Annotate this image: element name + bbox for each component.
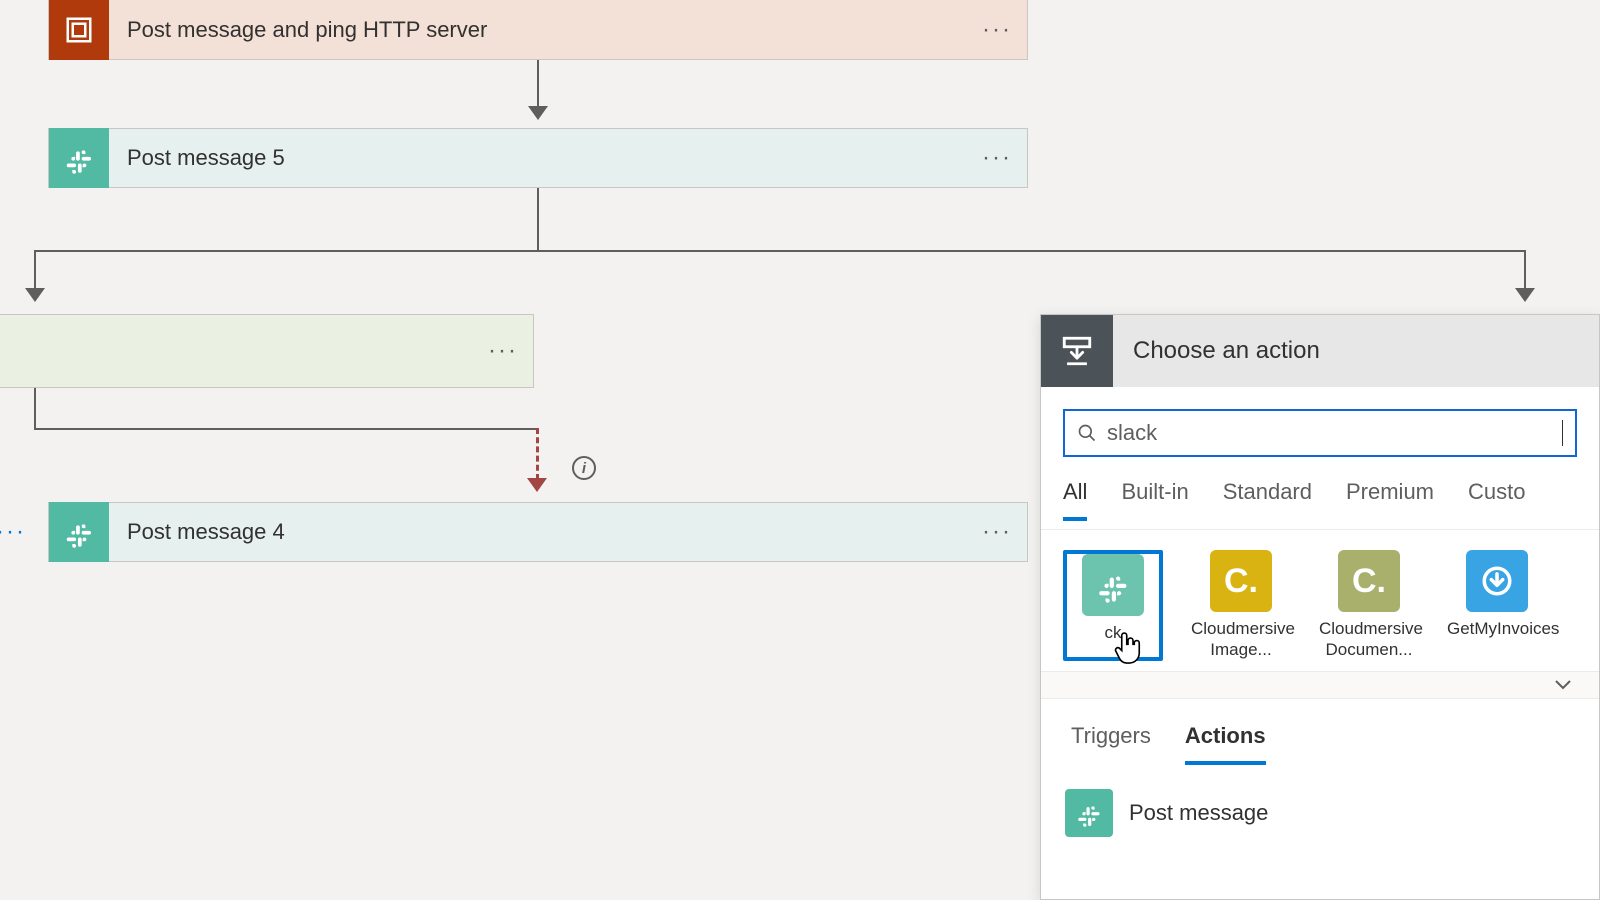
tab-custom[interactable]: Custo xyxy=(1468,471,1525,521)
flow-node-label: Post message and ping HTTP server xyxy=(109,17,967,43)
connector-slack[interactable]: ck xyxy=(1063,550,1163,661)
result-tabs: Triggers Actions xyxy=(1041,699,1599,775)
expand-connectors[interactable] xyxy=(1041,671,1599,699)
search-icon xyxy=(1077,423,1097,443)
connector-getmyinvoices[interactable]: GetMyInvoices xyxy=(1447,550,1547,661)
slack-icon xyxy=(49,128,109,188)
info-icon[interactable]: i xyxy=(572,456,596,480)
cloudmersive-icon: C. xyxy=(1210,550,1272,612)
choose-action-icon xyxy=(1041,315,1113,387)
connector-line xyxy=(34,428,537,430)
more-icon[interactable]: ··· xyxy=(473,337,533,365)
download-icon xyxy=(1466,550,1528,612)
action-label: Post message xyxy=(1129,800,1268,826)
flow-node-label: Post message 5 xyxy=(109,145,967,171)
connector-label: GetMyInvoices xyxy=(1447,618,1547,639)
connector-line xyxy=(34,250,36,290)
search-value: slack xyxy=(1107,420,1564,446)
more-icon[interactable]: ··· xyxy=(967,16,1027,44)
connector-label: ck xyxy=(1063,622,1163,643)
more-icon[interactable]: ··· xyxy=(0,518,26,546)
more-icon[interactable]: ··· xyxy=(967,518,1027,546)
arrow-down-icon xyxy=(25,288,45,302)
chevron-down-icon xyxy=(1555,679,1571,691)
cloudmersive-icon: C. xyxy=(1338,550,1400,612)
slack-icon xyxy=(49,502,109,562)
connector-dashed xyxy=(536,428,539,480)
scope-icon xyxy=(49,0,109,60)
connector-label: Cloudmersive Documen... xyxy=(1319,618,1419,661)
tab-builtin[interactable]: Built-in xyxy=(1121,471,1188,521)
arrow-down-icon xyxy=(527,478,547,492)
action-post-message[interactable]: Post message xyxy=(1041,775,1599,843)
connector-line xyxy=(34,388,36,428)
connector-grid: ck C. Cloudmersive Image... C. Cloudmers… xyxy=(1041,529,1599,671)
tab-premium[interactable]: Premium xyxy=(1346,471,1434,521)
connector-cloudmersive-image[interactable]: C. Cloudmersive Image... xyxy=(1191,550,1291,661)
flow-node-scope[interactable]: Post message and ping HTTP server ··· xyxy=(48,0,1028,60)
more-icon[interactable]: ··· xyxy=(967,144,1027,172)
connector-line xyxy=(537,188,539,250)
connector-line xyxy=(34,250,1526,252)
connector-line xyxy=(537,60,539,108)
filter-tabs: All Built-in Standard Premium Custo xyxy=(1041,471,1599,521)
arrow-down-icon xyxy=(528,106,548,120)
slack-icon xyxy=(1082,554,1144,616)
choose-action-panel: Choose an action slack All Built-in Stan… xyxy=(1040,314,1600,900)
tab-actions[interactable]: Actions xyxy=(1185,717,1266,765)
tab-standard[interactable]: Standard xyxy=(1223,471,1312,521)
flow-node-label: Post message 4 xyxy=(109,519,967,545)
text-caret xyxy=(1562,420,1563,446)
tab-all[interactable]: All xyxy=(1063,471,1087,521)
flow-node-post-message-4[interactable]: Post message 4 ··· xyxy=(48,502,1028,562)
search-input[interactable]: slack xyxy=(1063,409,1577,457)
connector-line xyxy=(1524,250,1526,290)
panel-header: Choose an action xyxy=(1041,315,1599,387)
flow-node-condition[interactable]: ··· xyxy=(0,314,534,388)
flow-node-post-message-5[interactable]: Post message 5 ··· xyxy=(48,128,1028,188)
slack-icon xyxy=(1065,789,1113,837)
connector-label: Cloudmersive Image... xyxy=(1191,618,1291,661)
connector-cloudmersive-document[interactable]: C. Cloudmersive Documen... xyxy=(1319,550,1419,661)
arrow-down-icon xyxy=(1515,288,1535,302)
tab-triggers[interactable]: Triggers xyxy=(1071,717,1151,765)
panel-title: Choose an action xyxy=(1113,337,1320,365)
